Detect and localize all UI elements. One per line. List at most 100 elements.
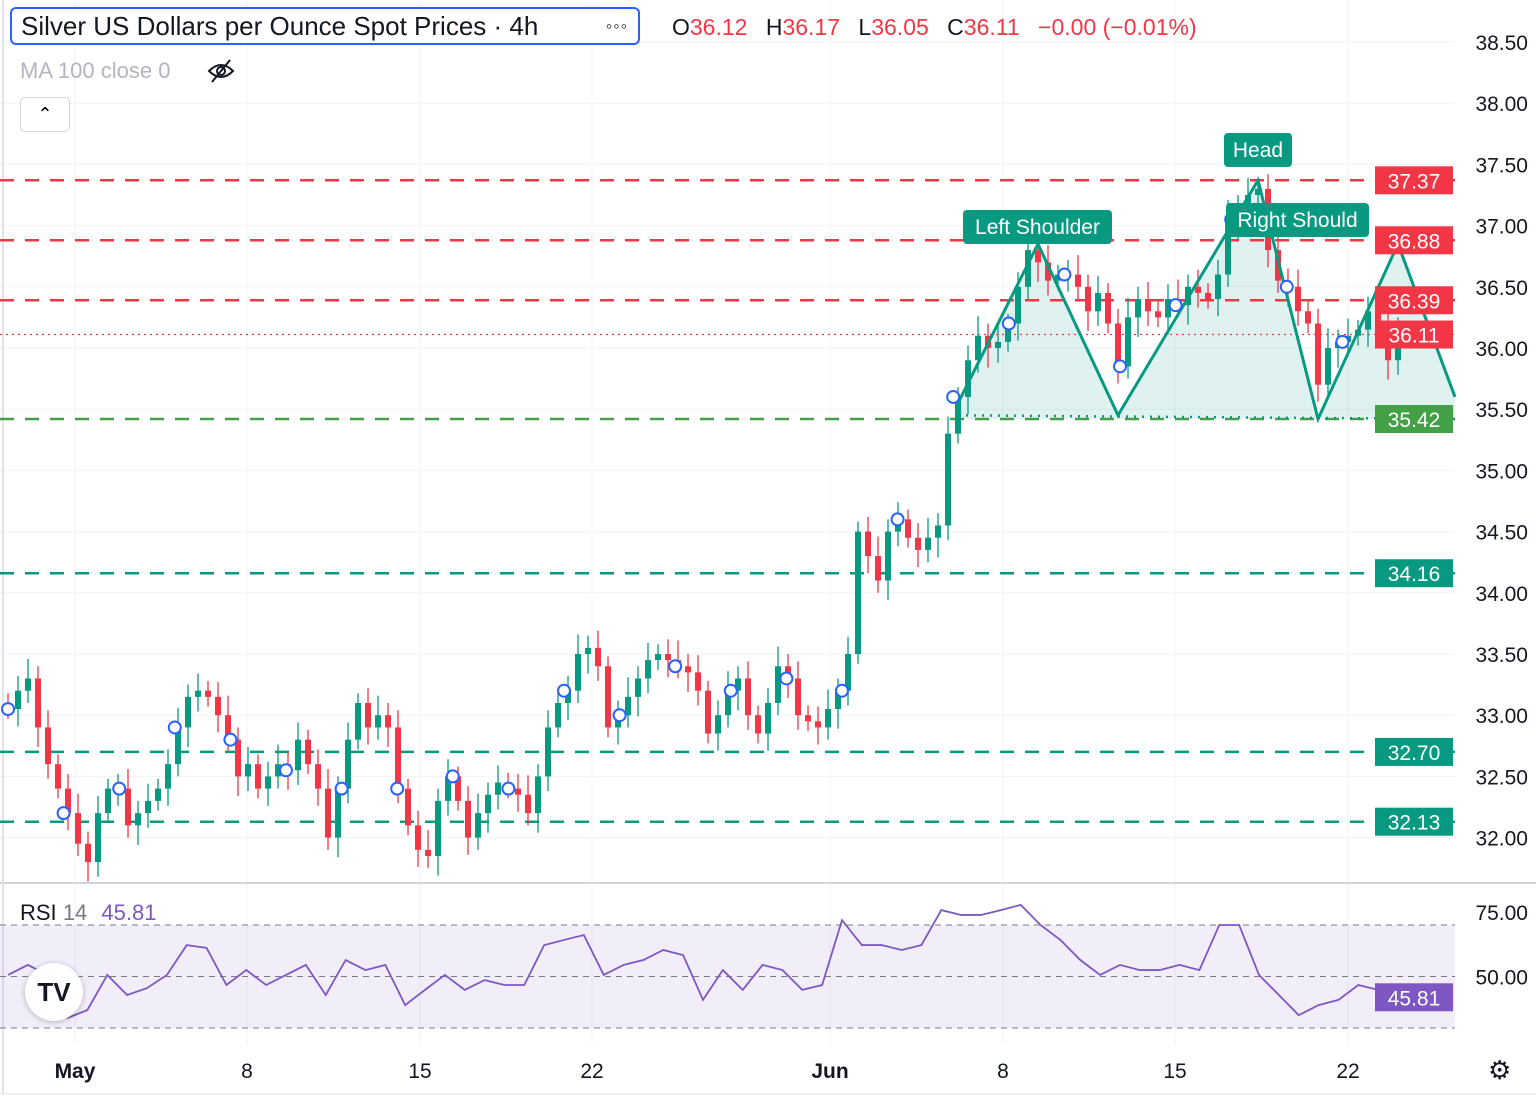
event-marker (557, 683, 571, 698)
candle (315, 749, 321, 806)
candle (775, 646, 781, 716)
time-tick-label: 15 (1163, 1060, 1186, 1083)
right-shoulder-label: Right Should (1237, 209, 1357, 232)
candle (355, 693, 361, 750)
candle-body (65, 788, 71, 814)
candle-body (395, 727, 401, 789)
candle (805, 705, 811, 732)
candle (95, 795, 101, 877)
event-marker (835, 683, 849, 698)
candle (1205, 283, 1211, 309)
candle-body (195, 690, 201, 697)
logo-text: TV (37, 976, 71, 1007)
candle-body (1005, 323, 1011, 342)
price-tick-label: 33.50 (1475, 644, 1528, 667)
event-marker (890, 512, 905, 527)
candle (495, 765, 501, 810)
candle (875, 536, 881, 593)
candle (995, 324, 1001, 363)
event-marker (1113, 359, 1127, 374)
candle-body (1105, 292, 1111, 324)
candle-body (105, 788, 111, 814)
candle-body (175, 727, 181, 765)
time-tick-label: Jun (811, 1060, 848, 1083)
price-label: 36.11 (1389, 325, 1440, 348)
candle (15, 676, 21, 727)
candle-body (945, 433, 951, 526)
tradingview-logo[interactable]: TV (25, 963, 83, 1021)
event-marker (390, 781, 405, 796)
candle (215, 682, 221, 733)
time-tick-label: 22 (580, 1060, 603, 1083)
symbol-legend[interactable]: Silver US Dollars per Ounce Spot Prices … (10, 7, 640, 45)
settings-icon[interactable]: ⚙ (1488, 1055, 1512, 1085)
event-marker (946, 389, 961, 404)
candle-body (325, 788, 331, 838)
high-value: 36.17 (782, 14, 841, 40)
time-tick-label: May (55, 1060, 96, 1083)
candle (45, 710, 51, 779)
candle (885, 519, 891, 601)
candle-body (725, 690, 731, 716)
candle (585, 635, 591, 674)
right-shoulder-label-box (1226, 203, 1369, 237)
candle (1315, 308, 1321, 402)
candle-body (425, 849, 431, 856)
event-marker (723, 683, 738, 698)
event-marker (1168, 298, 1183, 313)
candle (1125, 297, 1131, 379)
candle (1215, 259, 1221, 317)
candle-body (35, 678, 41, 728)
candle-body (495, 782, 501, 795)
candle-body (235, 739, 241, 777)
rsi-value: 45.81 (101, 900, 157, 925)
candle-body (95, 813, 101, 863)
open-label: O (672, 14, 690, 40)
ma-legend[interactable]: MA 100 close 0 (20, 58, 171, 83)
candle (625, 677, 631, 728)
price-tick-label: 37.50 (1475, 154, 1528, 177)
candle-body (475, 813, 481, 838)
candle (185, 684, 191, 748)
price-label: 37.37 (1388, 170, 1441, 193)
ohlc-readout: O36.12 H36.17 L36.05 C36.11 −0.00 (−0.01… (672, 14, 1209, 41)
candle (475, 793, 481, 850)
candle (25, 658, 31, 703)
time-tick-label: 15 (408, 1060, 431, 1083)
candle-body (355, 702, 361, 740)
candle (375, 695, 381, 740)
candle-body (995, 341, 1001, 348)
candle-body (645, 660, 651, 679)
price-tick-label: 35.00 (1475, 460, 1528, 483)
event-marker (1057, 267, 1072, 282)
candle-body (1035, 250, 1041, 263)
price-tick-label: 34.00 (1475, 583, 1528, 606)
candle (665, 639, 671, 678)
candle-body (935, 525, 941, 538)
price-label: 35.42 (1388, 409, 1441, 432)
candle (1325, 328, 1331, 397)
candle (795, 661, 801, 730)
collapse-legend-button[interactable]: ⌃ (20, 97, 70, 132)
candle (35, 666, 41, 748)
ellipsis-icon[interactable]: ◦◦◦ (605, 15, 628, 36)
candle (295, 722, 301, 785)
candle-body (1205, 292, 1211, 300)
candle (1165, 284, 1171, 335)
candle-body (755, 715, 761, 734)
candle-body (1225, 219, 1231, 275)
price-tick-label: 35.50 (1475, 399, 1528, 422)
rsi-name: RSI (20, 900, 57, 925)
candle (1305, 301, 1311, 334)
candle (1365, 296, 1371, 347)
event-marker (112, 781, 127, 796)
rsi-legend[interactable]: RSI 14 45.81 (20, 900, 156, 926)
eye-off-icon[interactable] (206, 58, 236, 90)
candle (435, 788, 441, 876)
candle-body (1245, 195, 1251, 208)
candle (195, 673, 201, 712)
candle-body (435, 800, 441, 856)
candle-body (1255, 188, 1261, 195)
